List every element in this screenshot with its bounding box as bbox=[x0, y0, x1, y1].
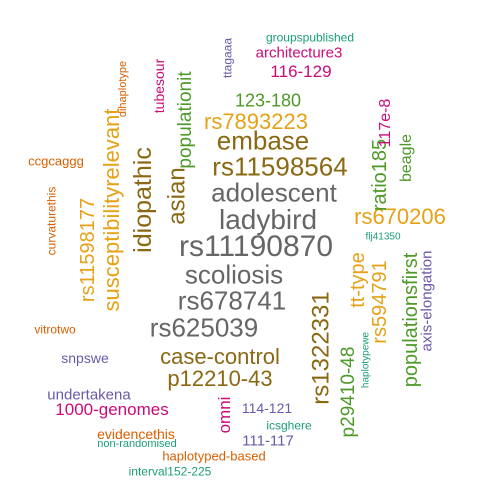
word-ttagaaa: ttagaaa bbox=[220, 38, 234, 78]
word-case-control: case-control bbox=[160, 344, 280, 369]
word-susceptibilityrelevant: susceptibilityrelevant bbox=[99, 109, 124, 312]
word-114-121: 114-121 bbox=[242, 400, 293, 416]
word-rs594791: rs594791 bbox=[369, 260, 391, 343]
word-1000-genomes: 1000-genomes bbox=[55, 400, 168, 419]
word-curvaturethis: curvaturethis bbox=[44, 187, 58, 256]
word-haplotypewe: haplotypewe bbox=[361, 331, 372, 388]
word-idiopathic: idiopathic bbox=[129, 147, 157, 253]
word-architecture3: architecture3 bbox=[256, 44, 343, 61]
word-111-117: 111-117 bbox=[242, 432, 294, 449]
word-icsghere: icsghere bbox=[266, 418, 312, 432]
word-p12210-43: p12210-43 bbox=[167, 366, 272, 391]
word-ratio185: ratio185 bbox=[369, 139, 391, 211]
word-populationsfirst: populationsfirst bbox=[400, 252, 422, 387]
word-non-randomised: non-randomised bbox=[97, 438, 177, 450]
word-populationit: populationit bbox=[175, 71, 196, 169]
word-flj41350: flj41350 bbox=[365, 232, 400, 243]
word-rs7893223: rs7893223 bbox=[204, 109, 308, 134]
word-116-129: 116-129 bbox=[270, 62, 331, 81]
word-tubesour: tubesour bbox=[151, 58, 167, 113]
word-123-180: 123-180 bbox=[235, 90, 301, 110]
word-rs670206: rs670206 bbox=[354, 204, 446, 229]
word-scoliosis: scoliosis bbox=[185, 259, 283, 289]
word-asian: asian bbox=[164, 167, 191, 224]
word-beagle: beagle bbox=[398, 134, 415, 182]
word-evidencethis: evidencethis bbox=[97, 426, 175, 442]
word-ccgcaggg: ccgcaggg bbox=[28, 154, 84, 169]
word-rs11190870: rs11190870 bbox=[179, 230, 333, 263]
word-dihaplotype: dihaplotype bbox=[117, 61, 129, 117]
word-rs625039: rs625039 bbox=[150, 312, 258, 342]
word-snpswe: snpswe bbox=[61, 350, 109, 366]
word-embase: embase bbox=[217, 125, 310, 155]
word-tt-type: tt-type bbox=[347, 252, 369, 308]
word-117e-8: 117e-8 bbox=[377, 99, 394, 148]
word-interval152-225: interval152-225 bbox=[129, 464, 212, 478]
word-omni: omni bbox=[215, 397, 234, 434]
word-adolescent: adolescent bbox=[211, 177, 338, 207]
word-haplotyped-based: haplotyped-based bbox=[162, 449, 265, 464]
word-rs1322331: rs1322331 bbox=[308, 291, 335, 404]
word-ladybird: ladybird bbox=[219, 204, 317, 235]
word-rs678741: rs678741 bbox=[178, 285, 286, 315]
word-vitrotwo: vitrotwo bbox=[34, 322, 76, 336]
word-undertakena: undertakena bbox=[47, 386, 131, 403]
word-axis-elongation: axis-elongation bbox=[418, 251, 435, 352]
word-p29410-48: p29410-48 bbox=[338, 347, 359, 438]
word-groupspublished: groupspublished bbox=[266, 30, 354, 44]
word-rs11598177: rs11598177 bbox=[77, 198, 99, 302]
word-rs11598564: rs11598564 bbox=[212, 151, 347, 181]
